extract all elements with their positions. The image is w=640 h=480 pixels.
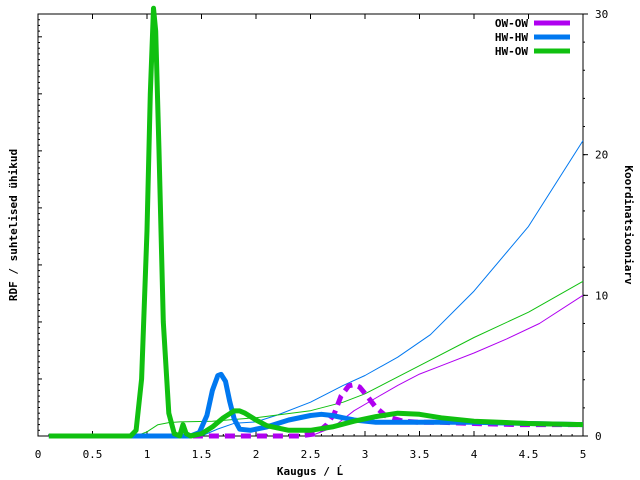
y-axis-left-title: RDF / suhtelised ühikud bbox=[7, 149, 20, 301]
x-tick-label: 3.5 bbox=[410, 448, 430, 461]
x-tick-label: 2 bbox=[253, 448, 260, 461]
legend-label: OW-OW bbox=[495, 17, 528, 30]
series-line-hw-hw bbox=[48, 371, 584, 439]
x-tick-label: 1 bbox=[144, 448, 151, 461]
legend-label: HW-HW bbox=[495, 31, 528, 44]
x-tick-label: 2.5 bbox=[301, 448, 321, 461]
series-line-hw-hw-coordination bbox=[201, 140, 584, 437]
plot-frame bbox=[37, 13, 584, 437]
y-axis-right-title: Koordinatsiooniarv bbox=[622, 165, 635, 285]
x-tick-label: 5 bbox=[580, 448, 587, 461]
x-tick-label: 4 bbox=[471, 448, 478, 461]
x-tick-label: 0 bbox=[35, 448, 42, 461]
series-line-hw-ow bbox=[48, 5, 584, 439]
x-tick-label: 1.5 bbox=[192, 448, 212, 461]
legend-label: HW-OW bbox=[495, 45, 528, 58]
x-tick-label: 4.5 bbox=[519, 448, 539, 461]
x-tick-label: 3 bbox=[362, 448, 369, 461]
series-group bbox=[48, 5, 584, 439]
y-right-tick-label: 0 bbox=[595, 430, 602, 443]
series-line-ow-ow-coordination bbox=[310, 294, 584, 437]
y-right-tick-label: 20 bbox=[595, 149, 608, 162]
y-right-tick-label: 30 bbox=[595, 8, 608, 21]
series-line-hw-ow-coordination bbox=[135, 280, 584, 437]
x-axis-title: Kaugus / Ĺ bbox=[277, 465, 344, 478]
y-right-tick-label: 10 bbox=[595, 289, 608, 302]
x-tick-label: 0.5 bbox=[83, 448, 103, 461]
